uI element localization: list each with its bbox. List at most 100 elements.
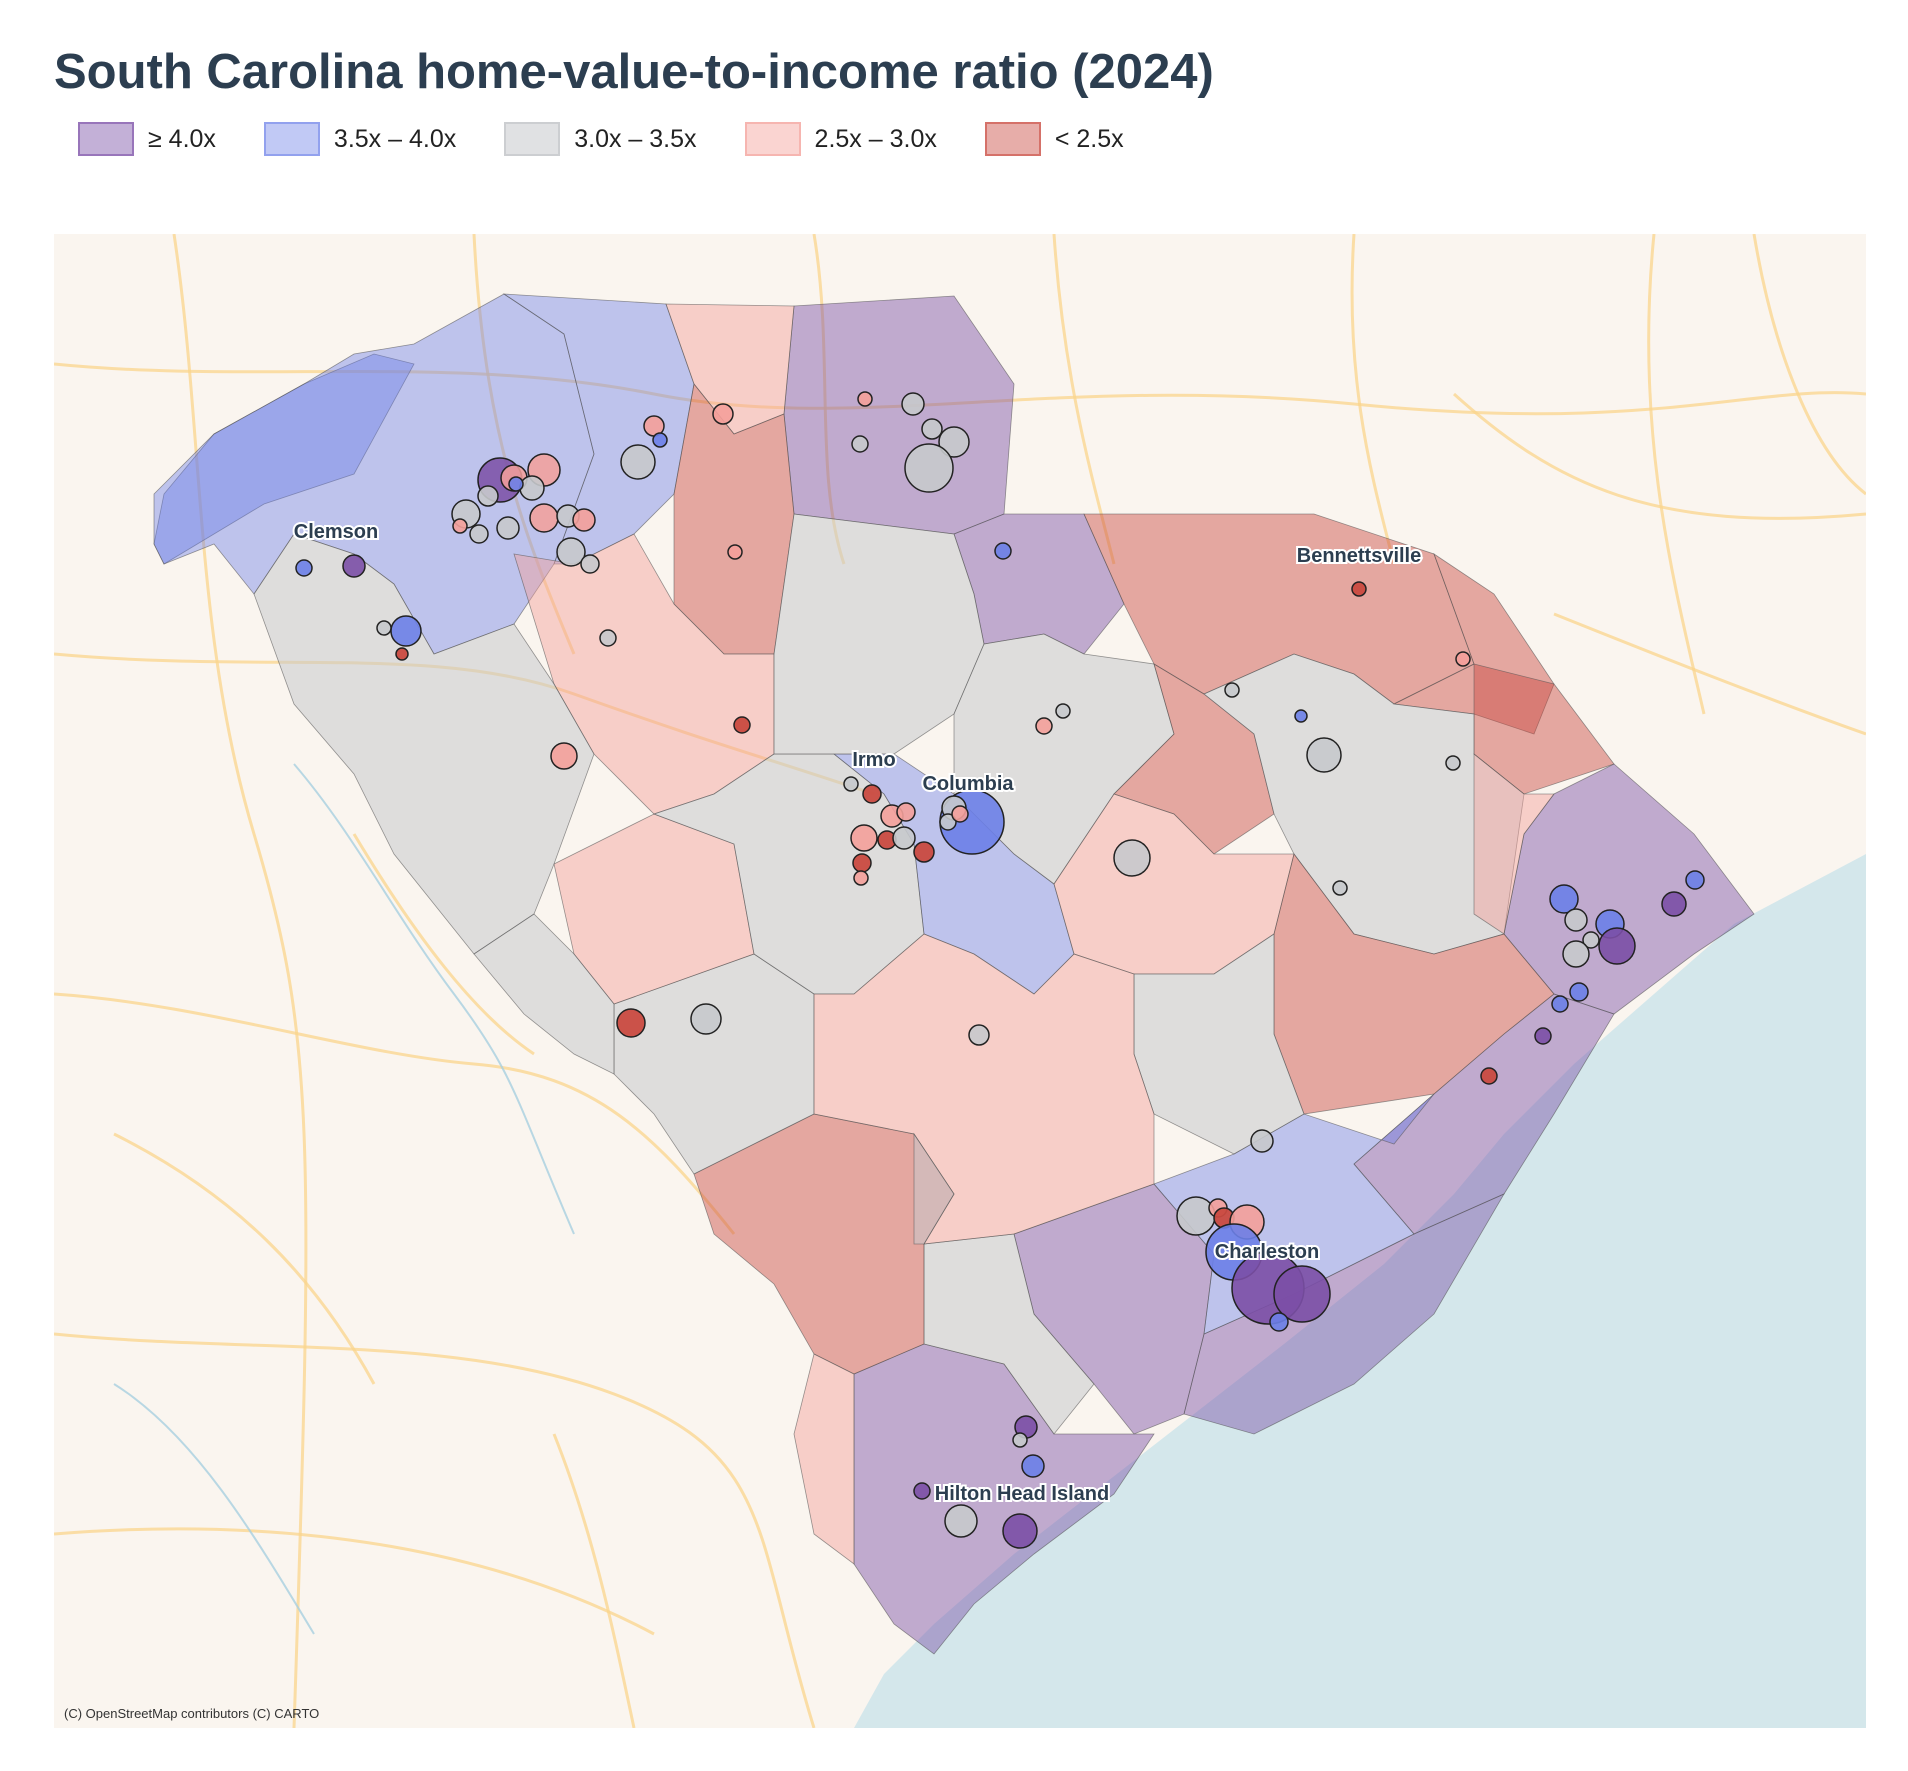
marker[interactable] <box>1562 940 1590 968</box>
marker[interactable] <box>395 647 409 661</box>
marker[interactable] <box>1306 737 1342 773</box>
legend-swatch-ratio-2-5-to-3 <box>744 122 801 156</box>
marker[interactable] <box>951 805 969 823</box>
county-mccormick <box>473 913 615 1075</box>
legend-item-ratio-2-5-to-3[interactable]: 2.5x – 3.0x <box>744 122 937 156</box>
marker[interactable] <box>376 620 392 636</box>
marker[interactable] <box>1250 1129 1274 1153</box>
marker[interactable] <box>939 813 957 831</box>
marker[interactable] <box>1113 839 1151 877</box>
marker[interactable] <box>727 544 743 560</box>
marker[interactable] <box>892 826 916 850</box>
legend-item-ratio-under-2-5[interactable]: < 2.5x <box>984 122 1124 156</box>
marker[interactable] <box>1445 755 1461 771</box>
marker[interactable] <box>712 403 734 425</box>
marker[interactable] <box>452 518 468 534</box>
marker[interactable] <box>857 391 873 407</box>
county-marion <box>1473 753 1555 935</box>
marker[interactable] <box>1269 1312 1289 1332</box>
county-hampton <box>923 1233 1095 1435</box>
marker[interactable] <box>1012 1432 1028 1448</box>
marker[interactable] <box>1582 931 1600 949</box>
place-labels: Clemson Bennettsville Irmo Columbia Char… <box>292 519 1423 1507</box>
marker[interactable] <box>1224 682 1240 698</box>
marker[interactable] <box>852 853 872 873</box>
county-allendale <box>793 1353 855 1565</box>
marker[interactable] <box>862 784 882 804</box>
marker[interactable] <box>1598 927 1636 965</box>
marker[interactable] <box>944 1504 978 1538</box>
marker[interactable] <box>616 1008 646 1038</box>
rivers <box>113 763 575 1635</box>
marker[interactable] <box>1480 1067 1498 1085</box>
marker[interactable] <box>853 870 869 886</box>
legend-label-ratio-2-5-to-3: 2.5x – 3.0x <box>814 124 937 153</box>
marker[interactable] <box>519 475 545 501</box>
marker[interactable] <box>1294 709 1308 723</box>
marker[interactable] <box>508 476 524 492</box>
marker[interactable] <box>1002 1513 1038 1549</box>
county-marlboro <box>1392 552 1555 735</box>
marker[interactable] <box>851 435 869 453</box>
marker[interactable] <box>843 776 859 792</box>
marker[interactable] <box>1455 651 1471 667</box>
marker[interactable] <box>556 537 586 567</box>
legend-swatch-ratio-under-2-5 <box>984 122 1041 156</box>
marker[interactable] <box>580 554 600 574</box>
map-canvas[interactable]: Clemson Bennettsville Irmo Columbia Char… <box>54 234 1866 1728</box>
marker[interactable] <box>1021 1454 1045 1478</box>
marker[interactable] <box>994 542 1012 560</box>
marker[interactable] <box>1564 908 1588 932</box>
marker[interactable] <box>921 418 943 440</box>
marker[interactable] <box>1273 1265 1331 1323</box>
marker[interactable] <box>1551 995 1569 1013</box>
marker[interactable] <box>390 615 422 647</box>
marker[interactable] <box>469 524 489 544</box>
marker[interactable] <box>572 508 596 532</box>
legend-label-ratio-3-5-to-4: 3.5x – 4.0x <box>333 124 457 153</box>
label-columbia: Columbia <box>922 773 1014 795</box>
legend-swatch-ratio-3-to-3-5 <box>504 122 561 156</box>
marker[interactable] <box>913 841 935 863</box>
marker[interactable] <box>1332 880 1348 896</box>
marker[interactable] <box>529 503 559 533</box>
marker[interactable] <box>477 485 499 507</box>
marker[interactable] <box>496 516 520 540</box>
marker[interactable] <box>295 559 313 577</box>
marker[interactable] <box>599 629 617 647</box>
marker[interactable] <box>620 444 656 480</box>
city-markers <box>295 391 1705 1549</box>
marker[interactable] <box>550 742 578 770</box>
marker[interactable] <box>1351 581 1367 597</box>
legend-item-ratio-4-plus[interactable]: ≥ 4.0x <box>78 122 216 156</box>
marker[interactable] <box>1661 891 1687 917</box>
marker[interactable] <box>1685 870 1705 890</box>
legend-label-ratio-4-plus: ≥ 4.0x <box>148 124 216 153</box>
marker[interactable] <box>850 824 878 852</box>
marker[interactable] <box>896 802 916 822</box>
marker[interactable] <box>913 1482 931 1500</box>
legend-item-ratio-3-to-3-5[interactable]: 3.0x – 3.5x <box>504 122 697 156</box>
marker[interactable] <box>968 1024 990 1046</box>
marker[interactable] <box>733 716 751 734</box>
marker[interactable] <box>1569 982 1589 1002</box>
marker[interactable] <box>901 392 925 416</box>
marker[interactable] <box>690 1003 722 1035</box>
label-hilton-head-island: Hilton Head Island <box>935 1483 1109 1505</box>
road-network <box>54 234 1866 1728</box>
marker[interactable] <box>1055 703 1071 719</box>
marker[interactable] <box>1176 1196 1216 1236</box>
map-svg: Clemson Bennettsville Irmo Columbia Char… <box>54 234 1866 1728</box>
county-anderson <box>253 533 595 955</box>
map-attribution: (C) OpenStreetMap contributors (C) CARTO <box>64 1706 320 1721</box>
label-clemson: Clemson <box>294 521 378 543</box>
marker[interactable] <box>652 432 668 448</box>
marker[interactable] <box>342 554 366 578</box>
marker[interactable] <box>1534 1027 1552 1045</box>
marker[interactable] <box>1549 884 1579 914</box>
legend-item-ratio-3-5-to-4[interactable]: 3.5x – 4.0x <box>263 122 457 156</box>
marker[interactable] <box>904 443 954 493</box>
marker[interactable] <box>938 426 970 458</box>
marker[interactable] <box>1035 717 1053 735</box>
label-bennettsville: Bennettsville <box>1297 545 1421 567</box>
